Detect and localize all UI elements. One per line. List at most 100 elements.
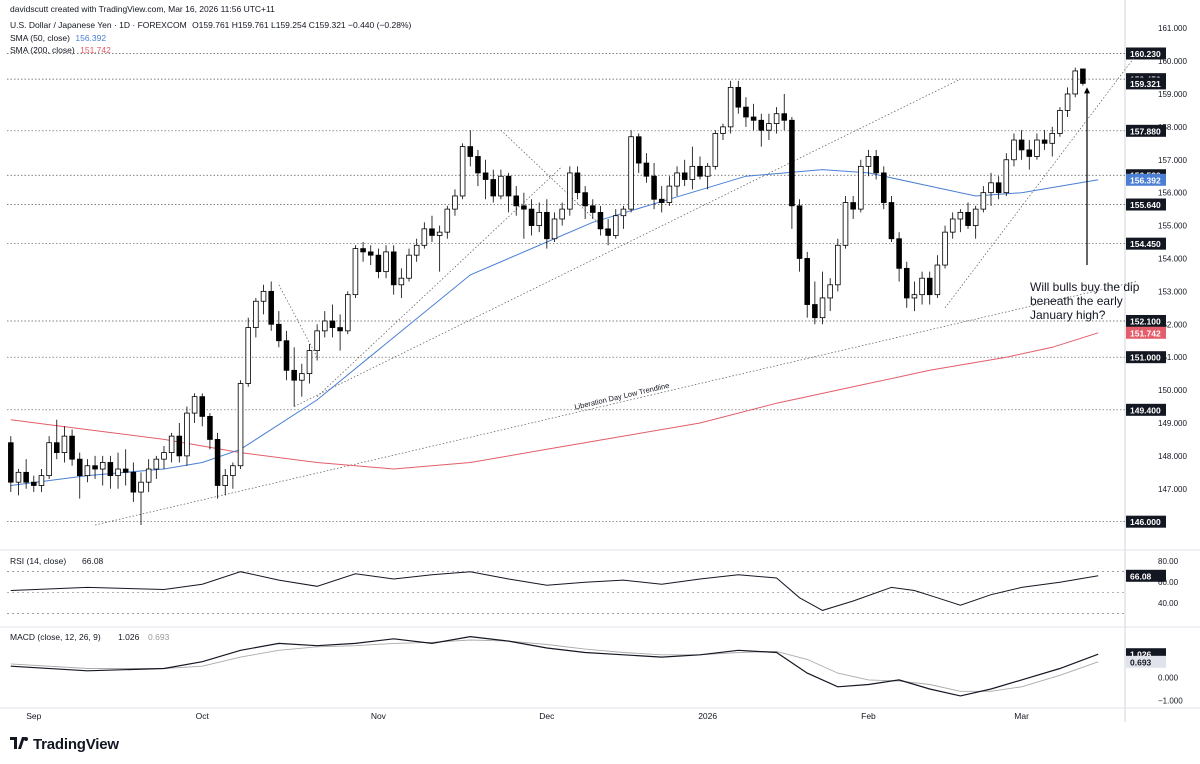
candle-body	[314, 330, 320, 351]
price-tick-label: 161.000	[1158, 24, 1187, 33]
candle-body	[276, 323, 282, 342]
candle-body	[1057, 110, 1063, 134]
price-level-tag-bg	[1126, 77, 1166, 90]
candle-body	[76, 458, 83, 477]
price-level-tag-bg	[1126, 198, 1166, 211]
price-level-tag: 154.450	[1130, 239, 1161, 249]
candle	[597, 205, 604, 236]
price-level-tag-bg	[1126, 351, 1166, 364]
candle-body	[54, 442, 60, 453]
candle	[31, 475, 37, 493]
credit-line: davidscutt created with TradingView.com,…	[10, 4, 275, 14]
macd-line	[10, 635, 1099, 697]
candle-body	[207, 415, 213, 440]
sma50-line	[10, 169, 1099, 486]
candle	[429, 215, 435, 243]
candle-body	[222, 475, 229, 486]
candle-body	[804, 258, 810, 305]
candle	[704, 163, 711, 190]
candle	[268, 281, 274, 331]
candle-body	[8, 442, 14, 483]
time-axis-label: Sep	[26, 711, 41, 721]
candle-body	[965, 212, 971, 226]
candle-body	[452, 195, 458, 210]
sma200-line	[10, 332, 1099, 470]
candle	[398, 268, 405, 298]
candle	[651, 163, 657, 210]
sma200-legend[interactable]: SMA (200, close) 151.742	[10, 45, 111, 56]
time-axis-label: Mar	[1014, 711, 1029, 721]
candle-body	[605, 228, 611, 236]
candle-body	[1018, 139, 1025, 151]
symbol-name[interactable]: U.S. Dollar / Japanese Yen · 1D · FOREXC…	[10, 20, 187, 30]
candle-body	[360, 248, 366, 253]
candle-body	[237, 383, 244, 467]
candle-body	[352, 248, 359, 296]
candle-body	[1003, 159, 1010, 194]
candle-body	[911, 294, 918, 299]
candle	[184, 406, 190, 466]
candle-body	[191, 396, 198, 414]
candle-body	[467, 146, 474, 157]
candle	[314, 324, 320, 361]
candle-body	[551, 218, 558, 240]
price-level-tag: 151.742	[1130, 328, 1161, 338]
candle	[988, 172, 994, 206]
macd-signal-line	[10, 639, 1099, 692]
price-level-tag-bg	[1126, 403, 1166, 416]
candle	[827, 278, 833, 312]
candle-body	[812, 304, 818, 319]
candle-body	[819, 297, 826, 319]
candle	[949, 212, 956, 239]
candle-body	[858, 165, 864, 210]
candle-body	[161, 452, 167, 460]
candle-body	[980, 192, 987, 210]
candle-body	[199, 396, 206, 417]
candle	[191, 393, 198, 423]
price-tick-label: 160.000	[1158, 57, 1187, 66]
candle-body	[712, 133, 719, 167]
candle	[835, 238, 841, 292]
trendline	[500, 129, 609, 233]
sma200-label: SMA (200, close)	[10, 45, 75, 55]
candle	[1080, 68, 1086, 86]
candle	[1034, 133, 1040, 160]
candle	[957, 209, 964, 233]
macd-legend: MACD (close, 12, 26, 9)	[10, 632, 101, 642]
candle	[237, 380, 244, 470]
candle	[413, 238, 420, 262]
candle-body	[498, 175, 504, 197]
candle-body	[15, 471, 22, 483]
candle	[674, 166, 680, 196]
candle	[92, 455, 98, 479]
candle-body	[590, 205, 596, 213]
candle	[643, 153, 650, 183]
candle-body	[750, 116, 757, 121]
price-level-tag-bg	[1126, 124, 1166, 137]
candle-body	[115, 468, 121, 477]
candle	[8, 436, 14, 493]
candle	[276, 311, 282, 348]
candle	[544, 199, 550, 249]
candle-body	[681, 172, 688, 180]
annotation-text: beneath the early	[1030, 294, 1123, 308]
rsi-tick-label: 60.00	[1158, 578, 1179, 587]
price-level-tag: 149.400	[1130, 405, 1161, 415]
candle	[919, 271, 925, 305]
trendline-label: Liberation Day Low Trendline	[573, 381, 670, 412]
candle-body	[329, 320, 336, 328]
candle-body	[865, 156, 872, 167]
candle-body	[1064, 93, 1071, 111]
sma50-legend[interactable]: SMA (50, close) 156.392	[10, 33, 106, 44]
candle-body	[743, 106, 749, 118]
time-axis-label: Oct	[196, 711, 210, 721]
price-level-tag: 157.880	[1130, 126, 1161, 136]
candle-body	[260, 290, 267, 302]
candle	[329, 304, 336, 338]
candle-body	[230, 465, 236, 477]
price-level-tag: 152.100	[1130, 316, 1161, 326]
candle-body	[827, 284, 833, 299]
candle	[482, 159, 489, 200]
candle	[253, 297, 259, 338]
